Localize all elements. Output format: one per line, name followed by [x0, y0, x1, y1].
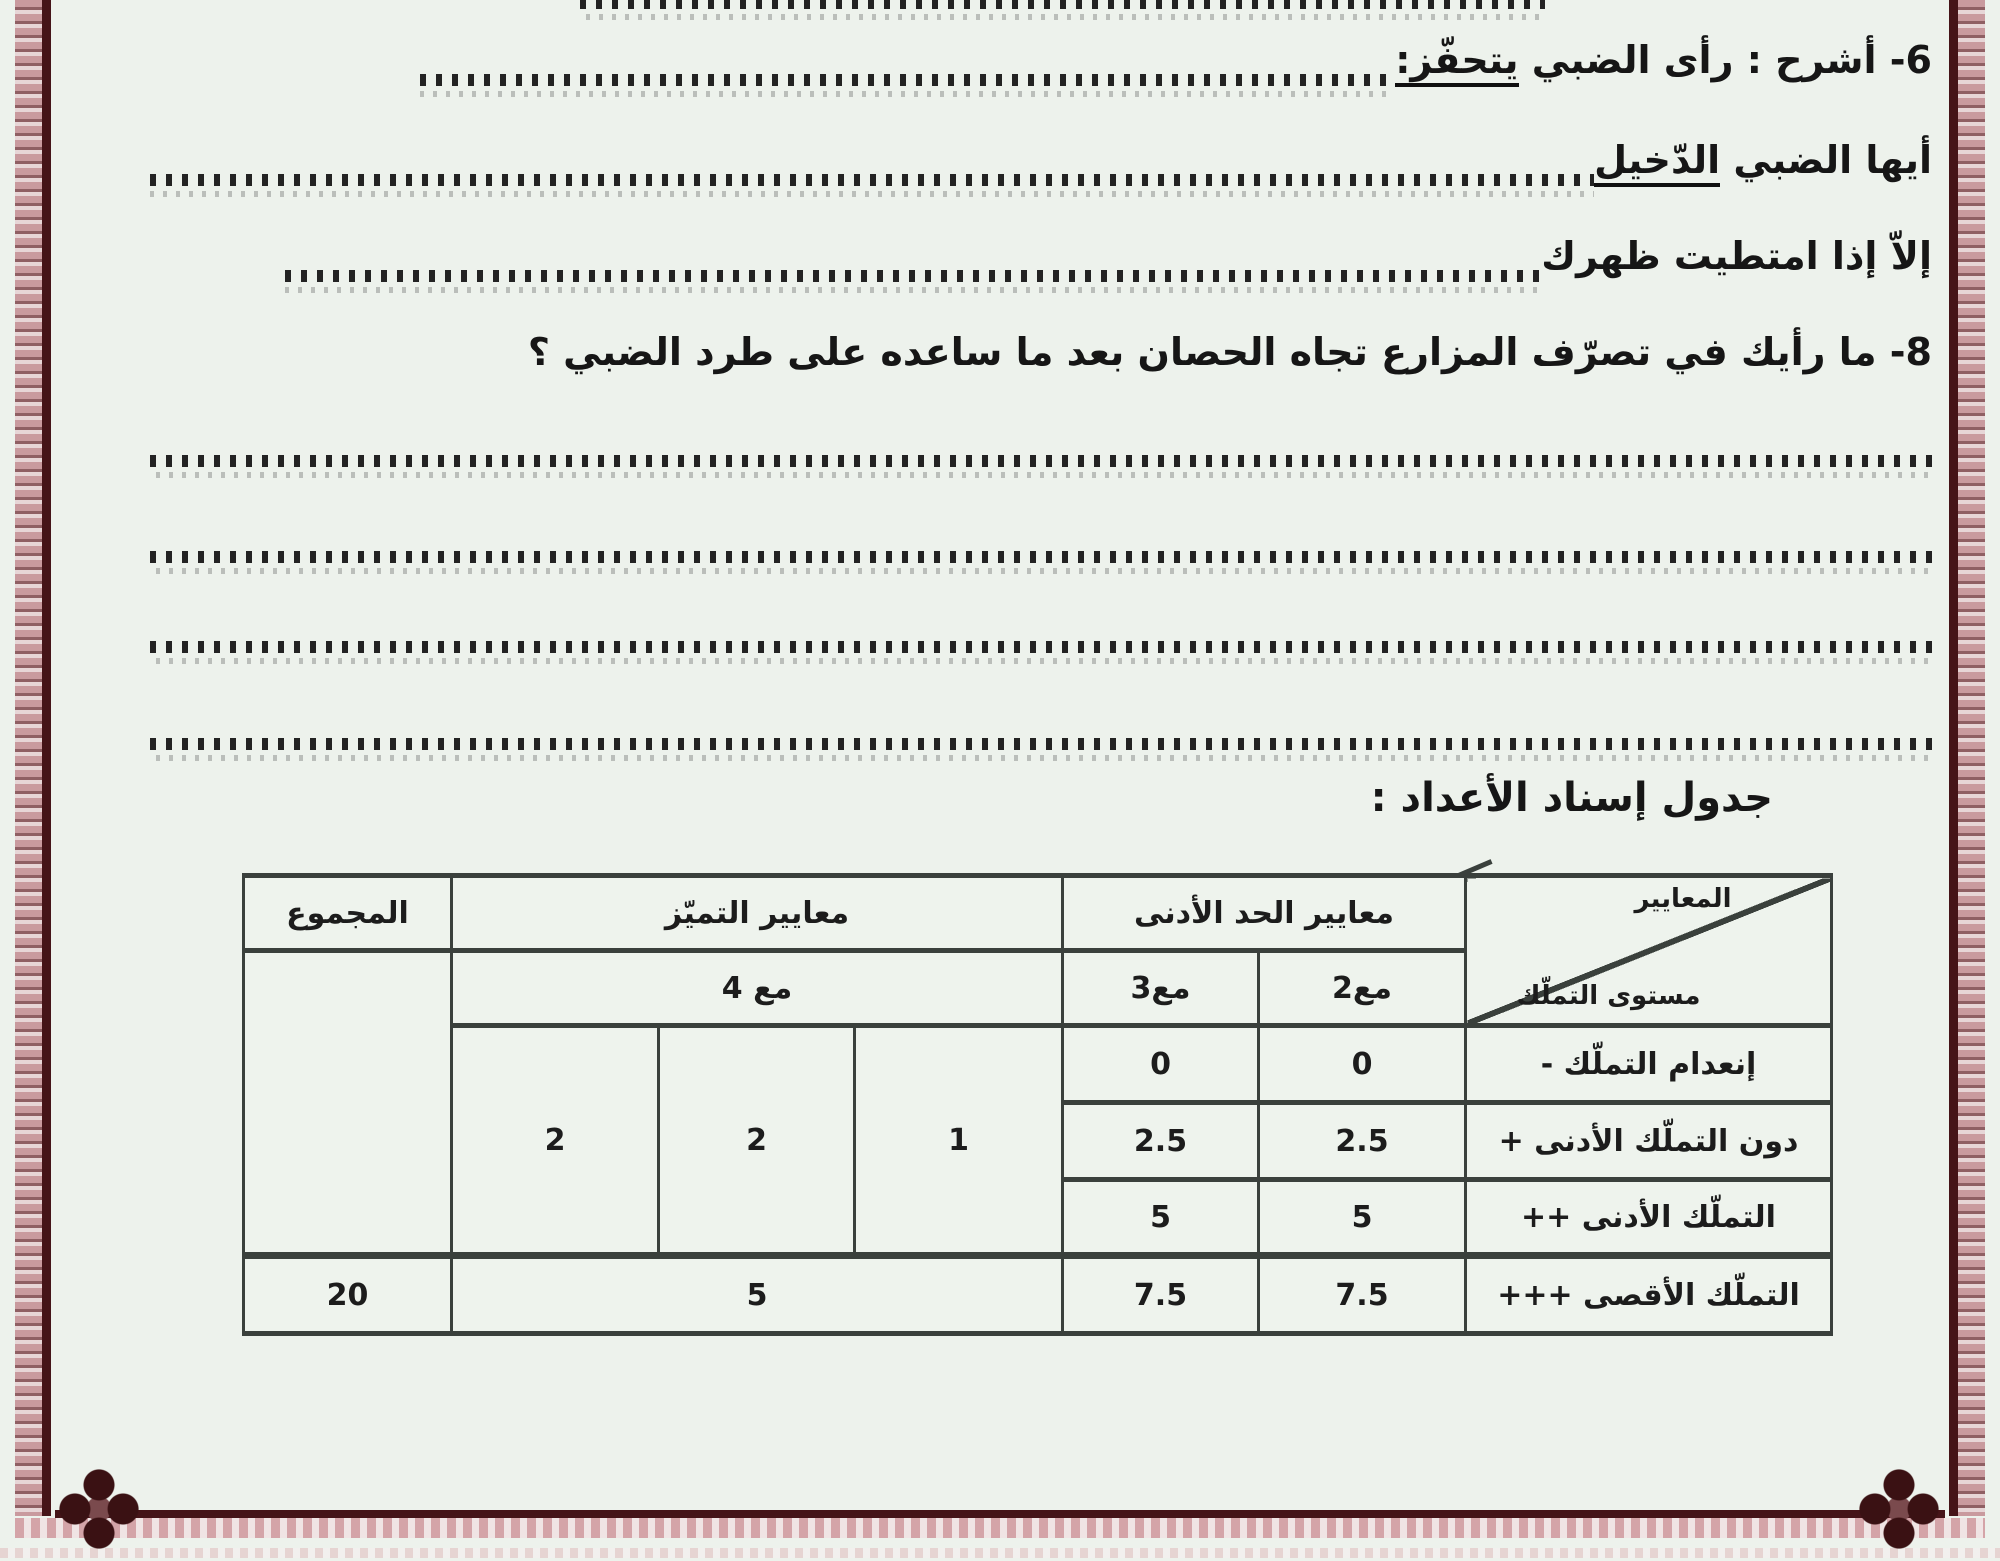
grading-table-heading: جدول إسناد الأعداد : — [1370, 775, 1773, 821]
score-cell: 5 — [1257, 1177, 1467, 1258]
grand-total-cell: 20 — [242, 1252, 453, 1336]
score-cell: 7.5 — [1061, 1252, 1260, 1336]
score-cell: 0 — [1257, 1023, 1467, 1105]
question-6-keyword-underlined: يتحفّز: — [1395, 38, 1519, 87]
table-row: التملّك الأقصى +++ 7.5 7.5 5 20 — [242, 1252, 1833, 1336]
dotted-answer-line-top-fragment — [580, 0, 1545, 20]
dotted-answer-line — [150, 174, 1595, 197]
weight-cell: 2 — [450, 1023, 660, 1258]
score-cell: 2.5 — [1257, 1100, 1467, 1182]
question-6-text: 6- أشرح : رأى الضبي يتحفّز: — [1395, 34, 1932, 87]
question-8-text: 8- ما رأيك في تصرّف المزارع تجاه الحصان … — [527, 330, 1932, 374]
criterion-2-header: مع2 — [1257, 948, 1467, 1028]
score-cell: 5 — [1061, 1177, 1260, 1258]
dotted-answer-line — [420, 74, 1396, 97]
question-8-line: 8- ما رأيك في تصرّف المزارع تجاه الحصان … — [500, 326, 1932, 379]
dotted-answer-line — [150, 551, 1935, 574]
row-label-maximum-mastery: التملّك الأقصى +++ — [1464, 1252, 1833, 1336]
frame-left-line — [42, 0, 51, 1516]
group-header-excellence-criteria: معايير التميّز — [450, 873, 1064, 953]
diagonal-header-cell: المعايير مستوى التملّك — [1464, 873, 1833, 1028]
total-column-header: المجموع — [242, 873, 453, 953]
table-row: التملّك الأدنى ++ 5 5 — [244, 1177, 1833, 1258]
row-label-no-mastery: إنعدام التملّك - — [1464, 1023, 1833, 1105]
frame-left-pattern — [15, 0, 42, 1516]
total-column-empty-cell — [242, 948, 453, 1258]
score-cell: 0 — [1061, 1023, 1260, 1105]
row-label-below-minimum: دون التملّك الأدنى + — [1464, 1100, 1833, 1182]
criterion-4-total-cell: 5 — [450, 1252, 1064, 1336]
criterion-3-header: مع3 — [1061, 948, 1260, 1028]
dotted-answer-line — [150, 455, 1935, 478]
dotted-answer-line — [150, 641, 1935, 664]
table-row: إنعدام التملّك - 0 0 1 2 2 — [244, 1023, 1833, 1258]
dotted-answer-line — [150, 738, 1935, 761]
question-6-line: 6- أشرح : رأى الضبي يتحفّز: — [420, 34, 1932, 97]
frame-bottom-pattern-faint — [0, 1548, 2000, 1558]
criterion-4-header: مع 4 — [450, 948, 1064, 1028]
score-cell: 2.5 — [1061, 1100, 1260, 1182]
frame-right-line — [1949, 0, 1958, 1516]
diagonal-label-mastery-level: مستوى التملّك — [1516, 981, 1701, 1011]
score-cell: 7.5 — [1257, 1252, 1467, 1336]
verse-line-3-text: إلاّ إذا امتطيت ظهرك — [1541, 234, 1932, 278]
row-label-minimum-mastery: التملّك الأدنى ++ — [1464, 1177, 1833, 1258]
frame-bottom-line — [55, 1510, 1945, 1518]
table-row: دون التملّك الأدنى + 2.5 2.5 — [244, 1100, 1833, 1182]
verse-line-2: أيها الضبي الدّخيل — [150, 134, 1932, 197]
grading-table: المعايير مستوى التملّك معايير الحد الأدن… — [242, 873, 1833, 1336]
verse-line-3: إلاّ إذا امتطيت ظهرك — [285, 230, 1932, 293]
diagonal-label-criteria: المعايير — [1634, 884, 1732, 914]
verse-line-2-keyword-underlined: الدّخيل — [1594, 138, 1721, 187]
corner-flower-ornament-left — [56, 1466, 142, 1552]
frame-right-pattern — [1958, 0, 1985, 1516]
frame-bottom-pattern — [15, 1518, 1985, 1538]
table-header-row-2: مع2 مع3 مع 4 — [242, 948, 1832, 1258]
group-header-minimum-criteria: معايير الحد الأدنى — [1061, 873, 1467, 953]
verse-line-2-text: أيها الضبي الدّخيل — [1594, 134, 1932, 187]
weight-cell: 1 — [853, 1023, 1064, 1258]
weight-cell: 2 — [657, 1023, 856, 1258]
corner-flower-ornament-right — [1856, 1466, 1942, 1552]
table-header-row-1: المعايير مستوى التملّك معايير الحد الأدن… — [242, 873, 1833, 1028]
dotted-answer-line — [285, 270, 1542, 293]
